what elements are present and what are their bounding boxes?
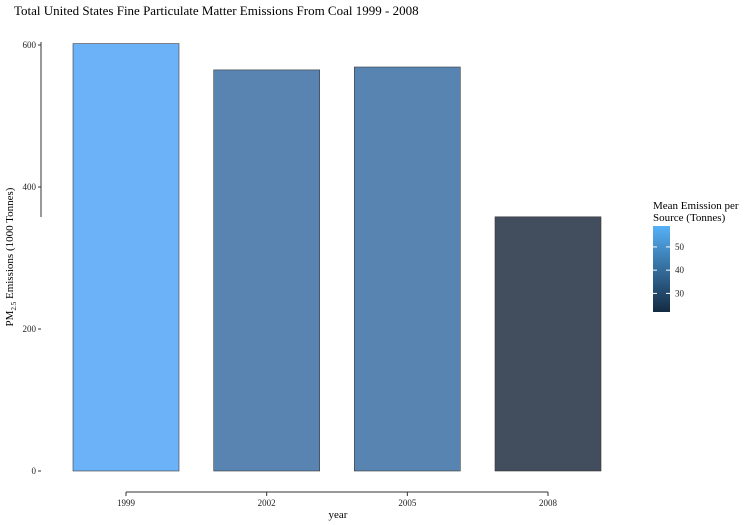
y-axis-label-prefix: PM [4,310,16,326]
legend-title-line-2: Source (Tonnes) [653,212,726,224]
y-tick-label: 200 [23,324,37,334]
legend: Mean Emission per Source (Tonnes) 30 40 50 [653,200,739,312]
y-tick-label: 400 [23,182,37,192]
x-axis: 1999 2002 2005 2008 [117,491,558,508]
y-axis-label-subscript: 2.5 [10,301,18,310]
legend-title-line-1: Mean Emission per [653,200,739,212]
y-axis: 0 200 400 600 [23,40,42,476]
chart-title: Total United States Fine Particulate Mat… [14,3,419,18]
legend-ticks: 30 40 50 [653,242,685,298]
legend-tick-label: 50 [675,242,685,252]
bars [72,43,602,472]
bar-2002 [213,69,320,472]
x-axis-label: year [329,509,348,521]
y-tick-label: 0 [32,466,37,476]
legend-colorbar [653,226,670,312]
x-tick-label: 2008 [539,498,558,508]
x-tick-label: 1999 [117,498,136,508]
legend-tick-label: 40 [675,265,685,275]
bar-2008 [494,216,602,472]
bar-2005 [353,66,461,472]
bar-1999 [72,43,180,472]
x-tick-label: 2002 [258,498,276,508]
legend-tick-label: 30 [675,288,685,298]
y-axis-label: PM2.5 Emissions (1000 Tonnes) [4,187,18,326]
y-tick-label: 600 [23,40,37,50]
y-axis-label-suffix: Emissions (1000 Tonnes) [4,187,16,302]
x-tick-label: 2005 [398,498,417,508]
